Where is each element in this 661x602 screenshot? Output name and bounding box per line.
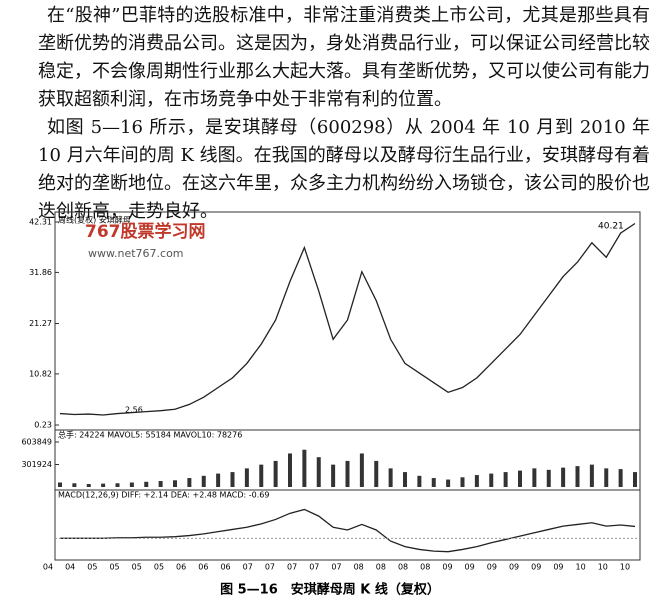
x-tick-label: 04 — [65, 563, 75, 572]
x-tick-label: 06 — [198, 563, 208, 572]
volume-bar — [288, 453, 292, 487]
volume-bar — [230, 472, 235, 487]
volume-bar — [187, 478, 192, 487]
x-tick-label: 07 — [265, 563, 275, 572]
volume-bar — [259, 464, 264, 487]
watermark-url: www.net767.com — [88, 247, 184, 260]
paragraph: 在“股神”巴菲特的选股标准中，非常注重消费类上市公司，尤其是那些具有垄断优势的消… — [38, 5, 650, 110]
x-tick-label: 07 — [243, 563, 253, 572]
x-tick-label: 09 — [509, 563, 519, 572]
volume-bar — [374, 460, 379, 487]
x-tick-label: 10 — [620, 563, 630, 572]
volume-bar — [532, 468, 537, 487]
volume-bar — [316, 457, 321, 487]
volume-bar — [417, 475, 422, 487]
y-tick-label: 10.82 — [29, 369, 52, 378]
x-tick-label: 08 — [420, 563, 430, 572]
volume-bar — [273, 460, 278, 487]
chart-title: 周线(复权) 安琪酵母 — [58, 215, 131, 225]
volume-bar — [489, 473, 494, 487]
price-line — [59, 222, 636, 416]
x-tick-label: 08 — [376, 563, 386, 572]
volume-bar — [86, 484, 91, 487]
volume-bar — [388, 468, 393, 487]
volume-bar — [561, 467, 566, 487]
panel-title: 总手: 24224 MAVOL5: 55184 MAVOL10: 78276 — [58, 430, 242, 440]
price-line — [60, 508, 636, 553]
y-tick-label: 31.86 — [29, 268, 52, 277]
x-tick-label: 05 — [87, 563, 97, 572]
volume-bar — [618, 469, 623, 487]
x-tick-label: 06 — [176, 563, 186, 572]
volume-bar — [359, 453, 364, 487]
volume-bar — [72, 483, 77, 487]
volume-bar — [101, 483, 106, 487]
x-tick-label: 04 — [43, 563, 53, 572]
x-tick-label: 07 — [287, 563, 297, 572]
volume-bar — [201, 475, 206, 487]
x-tick-label: 07 — [331, 563, 341, 572]
x-tick-label: 05 — [132, 563, 142, 572]
paragraph: 如图 5—16 所示，是安琪酵母（600298）从 2004 年 10 月到 2… — [38, 117, 650, 222]
volume-bar — [575, 466, 580, 487]
volume-bar — [58, 482, 62, 487]
annotation: 2.56 — [125, 406, 143, 415]
y-tick-label: 603849 — [21, 438, 52, 447]
volume-bar — [331, 464, 336, 487]
y-tick-label: 42.31 — [29, 218, 52, 227]
volume-bar — [129, 482, 134, 487]
volume-bar — [633, 472, 637, 487]
y-tick-label: 21.27 — [29, 319, 52, 328]
volume-bar — [115, 483, 120, 487]
chart-frame — [54, 211, 641, 561]
y-tick-label: 301924 — [21, 460, 52, 469]
volume-bar — [503, 472, 508, 487]
volume-bar — [345, 460, 350, 487]
annotation: 40.21 — [598, 222, 624, 232]
volume-bar — [460, 477, 465, 487]
x-tick-label: 10 — [576, 563, 586, 572]
x-tick-label: 05 — [109, 563, 119, 572]
volume-bar — [216, 473, 221, 487]
x-tick-label: 09 — [487, 563, 497, 572]
x-tick-label: 09 — [553, 563, 563, 572]
volume-bar — [431, 478, 436, 487]
caption: 图 5—16 安琪酵母周 K 线（复权） — [220, 582, 440, 598]
volume-bar — [173, 480, 177, 487]
volume-bar — [604, 468, 609, 487]
x-tick-label: 10 — [598, 563, 608, 572]
x-tick-label: 09 — [531, 563, 541, 572]
x-tick-label: 09 — [442, 563, 452, 572]
x-tick-label: 06 — [220, 563, 230, 572]
x-tick-label: 08 — [354, 563, 364, 572]
volume-bar — [446, 479, 451, 487]
x-tick-label: 08 — [398, 563, 408, 572]
panel-title: MACD(12,26,9) DIFF: +2.14 DEA: +2.48 MAC… — [58, 491, 269, 500]
x-tick-label: 07 — [309, 563, 319, 572]
volume-bar — [158, 481, 163, 487]
volume-bar — [474, 475, 479, 487]
volume-bar — [302, 449, 307, 487]
volume-bar — [244, 468, 249, 487]
volume-bar — [546, 469, 551, 487]
y-tick-label: 0.23 — [34, 421, 52, 430]
volume-bar — [518, 470, 522, 487]
x-tick-label: 09 — [465, 563, 475, 572]
volume-bar — [144, 481, 149, 487]
x-tick-label: 05 — [154, 563, 164, 572]
volume-bar — [403, 472, 407, 487]
watermark-title: 767股票学习网 — [85, 221, 206, 242]
volume-bar — [589, 464, 594, 487]
